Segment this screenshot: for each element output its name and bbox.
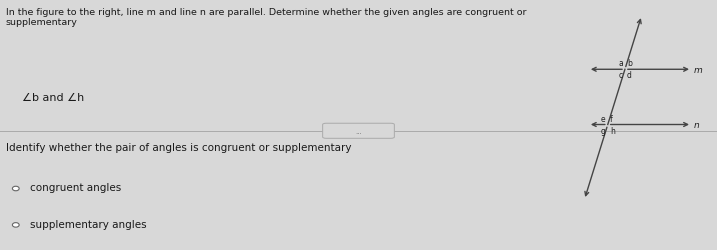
Text: m: m	[694, 66, 703, 74]
Text: h: h	[610, 126, 614, 135]
Text: supplementary angles: supplementary angles	[30, 219, 147, 229]
Text: e: e	[601, 114, 606, 123]
Text: b: b	[627, 59, 632, 68]
Text: ...: ...	[355, 128, 362, 134]
Ellipse shape	[12, 186, 19, 191]
Text: g: g	[601, 126, 606, 135]
Text: In the figure to the right, line m and line n are parallel. Determine whether th: In the figure to the right, line m and l…	[6, 8, 526, 27]
Text: Identify whether the pair of angles is congruent or supplementary: Identify whether the pair of angles is c…	[6, 142, 351, 152]
Text: d: d	[627, 71, 632, 80]
Text: c: c	[619, 71, 623, 80]
Text: a: a	[618, 59, 623, 68]
FancyBboxPatch shape	[323, 124, 394, 139]
Text: congruent angles: congruent angles	[30, 182, 121, 192]
Ellipse shape	[12, 223, 19, 227]
Text: f: f	[610, 114, 612, 123]
Text: ∠b and ∠h: ∠b and ∠h	[22, 92, 84, 102]
Text: n: n	[694, 120, 700, 130]
